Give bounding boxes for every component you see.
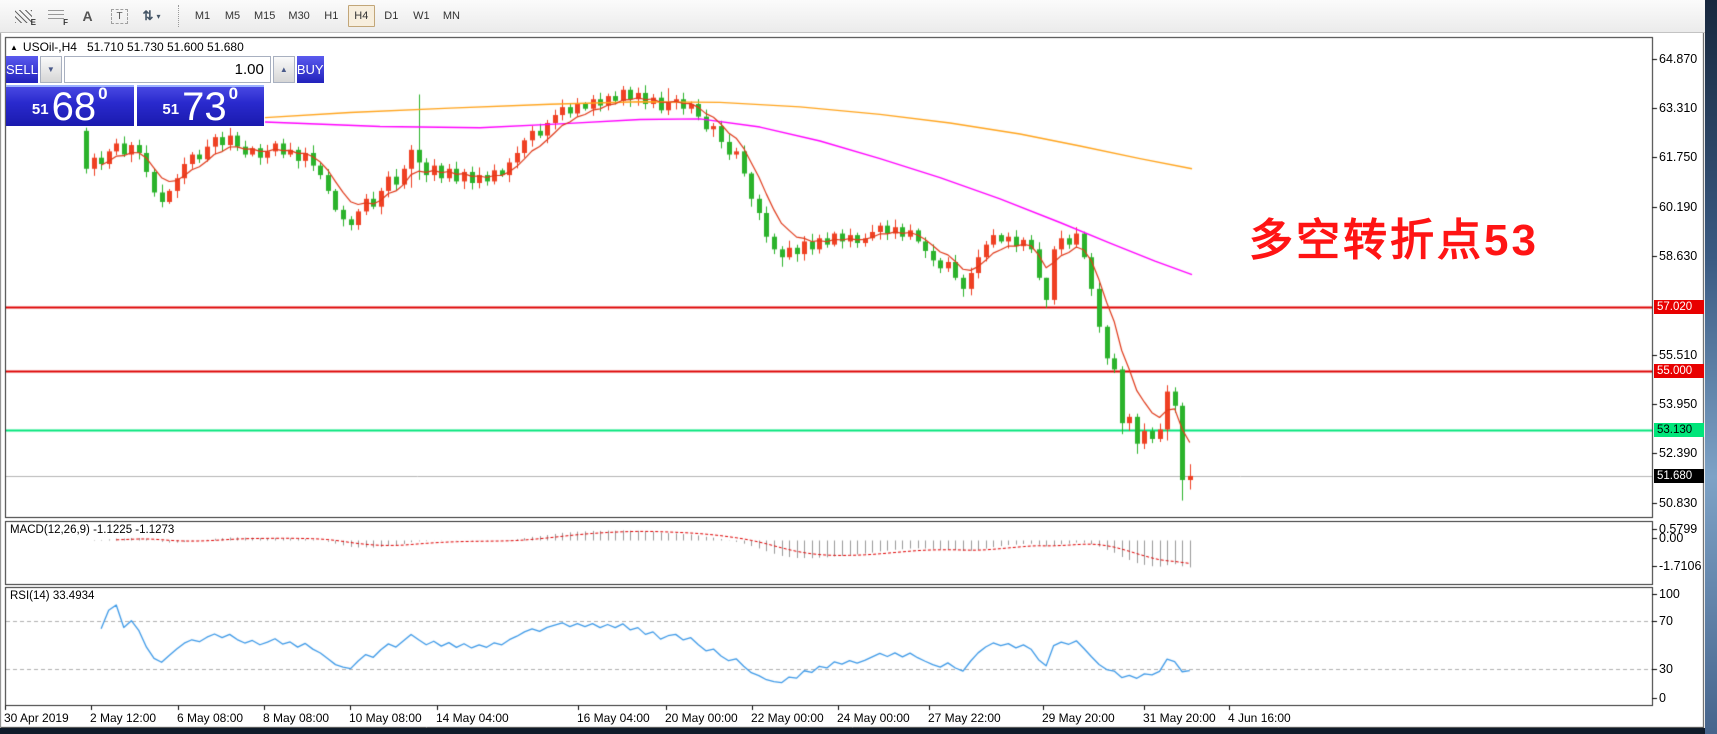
timeframe-button-w1[interactable]: W1 (408, 5, 435, 27)
date-axis-label: 27 May 22:00 (928, 711, 1001, 725)
price-axis-label: 60.190 (1659, 200, 1698, 214)
price-axis-label: 53.950 (1659, 397, 1698, 411)
sell-price-superscript: 0 (98, 84, 108, 103)
volume-stepper: ▼ ▲ (39, 56, 295, 83)
text-tool-icon: A (82, 8, 93, 24)
timeframe-button-m30[interactable]: M30 (283, 5, 314, 27)
desktop-background (1705, 0, 1717, 734)
chart-annotation-text: 多空转折点53 (1249, 216, 1539, 265)
arrow-objects-tool-icon: ⇅ (142, 8, 154, 23)
sell-price-big: 68 (51, 85, 97, 129)
equidistant-channel-tool[interactable]: E (8, 3, 39, 29)
symbol-name: USOil-,H4 (22, 40, 77, 54)
date-axis-label: 8 May 08:00 (263, 711, 330, 725)
text-label-tool[interactable]: T (104, 3, 135, 29)
price-axis-label: 63.310 (1659, 101, 1698, 115)
trade-buttons-row: SELL ▼ ▲ BUY (6, 56, 324, 83)
buy-price-display[interactable]: 51 73 0 (136, 84, 264, 129)
symbol-ohlc-values: 51.710 51.730 51.600 51.680 (86, 40, 244, 54)
date-axis-label: 31 May 20:00 (1143, 711, 1216, 725)
date-axis-label: 14 May 04:00 (436, 711, 509, 725)
timeframe-button-m1[interactable]: M1 (189, 5, 216, 27)
fibonacci-tool-icon (47, 10, 64, 22)
date-axis-label: 2 May 12:00 (90, 711, 157, 725)
date-axis-label: 16 May 04:00 (577, 711, 650, 725)
symbol-info-bar: ▲ USOil-,H4 51.710 51.730 51.600 51.680 (10, 40, 244, 54)
date-axis-label: 6 May 08:00 (177, 711, 244, 725)
price-level-badge: 51.680 (1654, 468, 1704, 483)
price-axis-label: 52.390 (1659, 446, 1698, 460)
arrow-objects-tool[interactable]: ⇅ ▾ (136, 3, 167, 29)
toolbar-separator (178, 5, 183, 27)
volume-decrease-button[interactable]: ▼ (39, 56, 62, 83)
fibonacci-tool[interactable]: F (40, 3, 71, 29)
timeframe-button-d1[interactable]: D1 (378, 5, 405, 27)
price-level-badge: 53.130 (1654, 423, 1704, 438)
rsi-axis-label: 100 (1659, 587, 1680, 601)
buy-price-prefix: 51 (162, 101, 180, 118)
buy-button[interactable]: BUY (296, 56, 324, 83)
price-axis-label: 55.510 (1659, 348, 1698, 362)
price-axis-label: 50.830 (1659, 496, 1698, 510)
rsi-indicator-label: RSI(14) 33.4934 (10, 590, 95, 602)
chart-toolbar: E F A T ⇅ ▾ M1 M5 M15 M30 H1 H4 D1 W1 MN (0, 0, 1705, 33)
macd-axis-label: 0.00 (1659, 531, 1684, 545)
rsi-axis-label: 70 (1659, 614, 1673, 628)
price-level-badge: 55.000 (1654, 364, 1704, 378)
buy-price-big: 73 (182, 85, 227, 129)
date-axis-label: 22 May 00:00 (751, 711, 824, 725)
caret-down-icon: ▼ (46, 65, 55, 74)
date-axis-label: 4 Jun 16:00 (1228, 711, 1291, 725)
timeframe-buttons-group: M1 M5 M15 M30 H1 H4 D1 W1 MN (189, 5, 465, 27)
timeframe-button-m5[interactable]: M5 (219, 5, 246, 27)
date-axis-label: 29 May 20:00 (1042, 711, 1115, 725)
trade-prices-row: 51 68 0 51 73 0 (6, 84, 264, 129)
timeframe-button-h4[interactable]: H4 (347, 5, 375, 27)
price-level-badge: 57.020 (1654, 300, 1704, 315)
rsi-axis-label: 0 (1659, 691, 1666, 705)
date-axis-label: 30 Apr 2019 (4, 711, 69, 725)
macd-indicator-label: MACD(12,26,9) -1.1225 -1.1273 (10, 524, 175, 536)
volume-increase-button[interactable]: ▲ (272, 56, 295, 83)
desktop-background-bottom (0, 728, 1705, 734)
rsi-axis-label: 30 (1659, 662, 1673, 676)
timeframe-button-h1[interactable]: H1 (318, 5, 345, 27)
equidistant-channel-tool-icon (15, 9, 32, 23)
text-label-tool-icon: T (111, 8, 128, 24)
macd-axis-label: 0.5799 (1659, 522, 1698, 536)
fibonacci-tool-letter: F (63, 18, 68, 27)
sell-button[interactable]: SELL (6, 56, 38, 83)
macd-axis-label: -1.7106 (1659, 559, 1702, 573)
price-axis-label: 61.750 (1659, 150, 1698, 164)
date-axis-label: 20 May 00:00 (665, 711, 738, 725)
sell-price-display[interactable]: 51 68 0 (6, 84, 134, 129)
caret-up-icon: ▲ (279, 65, 288, 74)
sell-price-prefix: 51 (31, 101, 49, 118)
equidistant-channel-tool-letter: E (30, 18, 36, 27)
collapse-trade-panel-icon[interactable]: ▲ (10, 43, 18, 52)
dropdown-caret-icon: ▾ (156, 11, 161, 21)
date-axis-label: 10 May 08:00 (349, 711, 422, 725)
volume-input[interactable] (63, 56, 271, 83)
buy-price-superscript: 0 (228, 84, 239, 103)
timeframe-button-m15[interactable]: M15 (249, 5, 280, 27)
price-axis-label: 58.630 (1659, 249, 1698, 263)
timeframe-button-mn[interactable]: MN (438, 5, 465, 27)
text-tool[interactable]: A (72, 3, 103, 29)
date-axis-label: 24 May 00:00 (837, 711, 910, 725)
price-axis-label: 64.870 (1659, 52, 1698, 66)
drawing-tools-group: E F A T ⇅ ▾ (8, 3, 168, 29)
